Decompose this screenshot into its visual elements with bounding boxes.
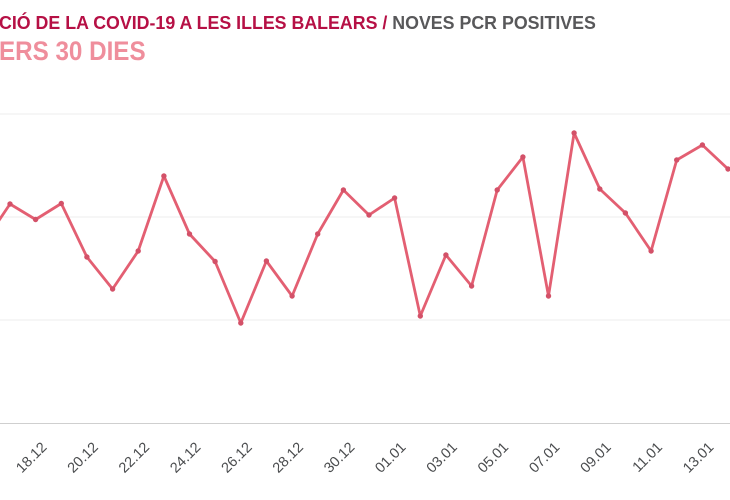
svg-text:30.12: 30.12	[321, 440, 358, 477]
svg-text:22.12: 22.12	[116, 440, 153, 477]
svg-text:24.12: 24.12	[167, 440, 204, 477]
svg-text:11.01: 11.01	[630, 440, 666, 476]
svg-text:20.12: 20.12	[65, 440, 102, 477]
svg-text:01.01: 01.01	[372, 440, 409, 477]
svg-text:07.01: 07.01	[526, 440, 563, 477]
svg-text:18.12: 18.12	[13, 440, 50, 477]
svg-text:09.01: 09.01	[578, 440, 615, 477]
svg-text:05.01: 05.01	[475, 440, 512, 477]
svg-text:03.01: 03.01	[424, 440, 461, 477]
svg-text:13.01: 13.01	[680, 440, 717, 477]
svg-text:28.12: 28.12	[270, 440, 307, 477]
svg-text:26.12: 26.12	[219, 440, 256, 477]
